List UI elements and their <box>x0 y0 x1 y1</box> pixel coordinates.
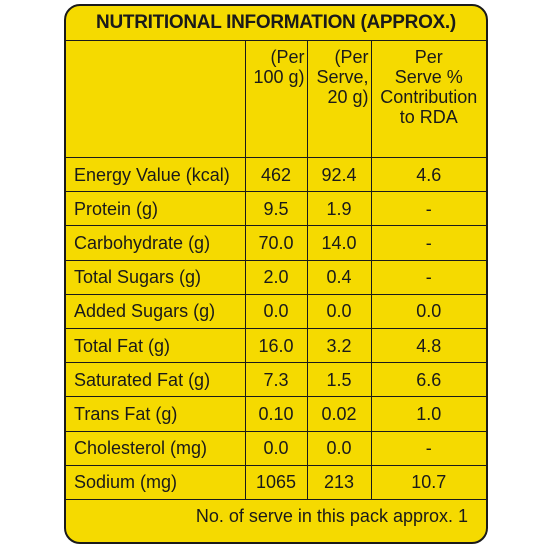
header-row: (Per 100 g) (Per Serve, 20 g) Per Serve … <box>66 41 486 158</box>
value-rda: - <box>370 191 486 227</box>
value-rda: - <box>370 430 486 466</box>
value-per-100g: 0.0 <box>244 293 308 329</box>
row-label: Sodium (mg) <box>66 464 246 499</box>
value-per-serve: 0.4 <box>306 259 372 295</box>
value-per-serve: 0.0 <box>306 293 372 329</box>
value-per-100g: 0.10 <box>244 396 308 432</box>
value-per-100g: 16.0 <box>244 327 308 364</box>
value-rda: 1.0 <box>370 396 486 432</box>
row-label: Protein (g) <box>66 191 246 227</box>
value-rda: 6.6 <box>370 362 486 398</box>
header-per-serve: (Per Serve, 20 g) <box>306 41 372 158</box>
value-per-serve: 1.5 <box>306 362 372 398</box>
value-per-100g: 0.0 <box>244 430 308 466</box>
row-label: Total Sugars (g) <box>66 259 246 295</box>
table-row: Carbohydrate (g) 70.0 14.0 - <box>66 225 486 261</box>
value-per-serve: 0.02 <box>306 396 372 432</box>
table-row: Total Sugars (g) 2.0 0.4 - <box>66 259 486 295</box>
table-row: Saturated Fat (g) 7.3 1.5 6.6 <box>66 362 486 398</box>
value-per-100g: 2.0 <box>244 259 308 295</box>
value-per-serve: 1.9 <box>306 191 372 227</box>
row-label: Carbohydrate (g) <box>66 225 246 261</box>
value-per-100g: 462 <box>244 156 308 193</box>
value-rda: 4.6 <box>370 156 486 193</box>
row-label: Energy Value (kcal) <box>66 156 246 193</box>
table-row: Energy Value (kcal) 462 92.4 4.6 <box>66 156 486 193</box>
table-row: Added Sugars (g) 0.0 0.0 0.0 <box>66 293 486 329</box>
value-per-serve: 213 <box>306 464 372 499</box>
value-rda: 4.8 <box>370 327 486 364</box>
value-rda: 10.7 <box>370 464 486 499</box>
value-per-serve: 3.2 <box>306 327 372 364</box>
value-rda: - <box>370 225 486 261</box>
table-row: Cholesterol (mg) 0.0 0.0 - <box>66 430 486 466</box>
value-per-100g: 70.0 <box>244 225 308 261</box>
table-row: Trans Fat (g) 0.10 0.02 1.0 <box>66 396 486 432</box>
table-row: Sodium (mg) 1065 213 10.7 <box>66 464 486 499</box>
row-label: Cholesterol (mg) <box>66 430 246 466</box>
header-blank-cell <box>66 41 246 158</box>
header-per-100g: (Per 100 g) <box>244 41 308 158</box>
value-per-serve: 92.4 <box>306 156 372 193</box>
servings-footnote: No. of serve in this pack approx. 1 <box>66 498 486 532</box>
row-label: Saturated Fat (g) <box>66 362 246 398</box>
table-row: Total Fat (g) 16.0 3.2 4.8 <box>66 327 486 364</box>
value-rda: 0.0 <box>370 293 486 329</box>
value-per-serve: 14.0 <box>306 225 372 261</box>
nutrition-panel: NUTRITIONAL INFORMATION (APPROX.) (Per 1… <box>64 4 488 544</box>
value-rda: - <box>370 259 486 295</box>
table-row: Protein (g) 9.5 1.9 - <box>66 191 486 227</box>
value-per-100g: 1065 <box>244 464 308 499</box>
row-label: Trans Fat (g) <box>66 396 246 432</box>
value-per-100g: 7.3 <box>244 362 308 398</box>
value-per-serve: 0.0 <box>306 430 372 466</box>
row-label: Total Fat (g) <box>66 327 246 364</box>
nutrition-table: (Per 100 g) (Per Serve, 20 g) Per Serve … <box>66 41 486 499</box>
panel-title: NUTRITIONAL INFORMATION (APPROX.) <box>66 6 486 41</box>
value-per-100g: 9.5 <box>244 191 308 227</box>
header-rda: Per Serve % Contribution to RDA <box>370 41 486 158</box>
row-label: Added Sugars (g) <box>66 293 246 329</box>
